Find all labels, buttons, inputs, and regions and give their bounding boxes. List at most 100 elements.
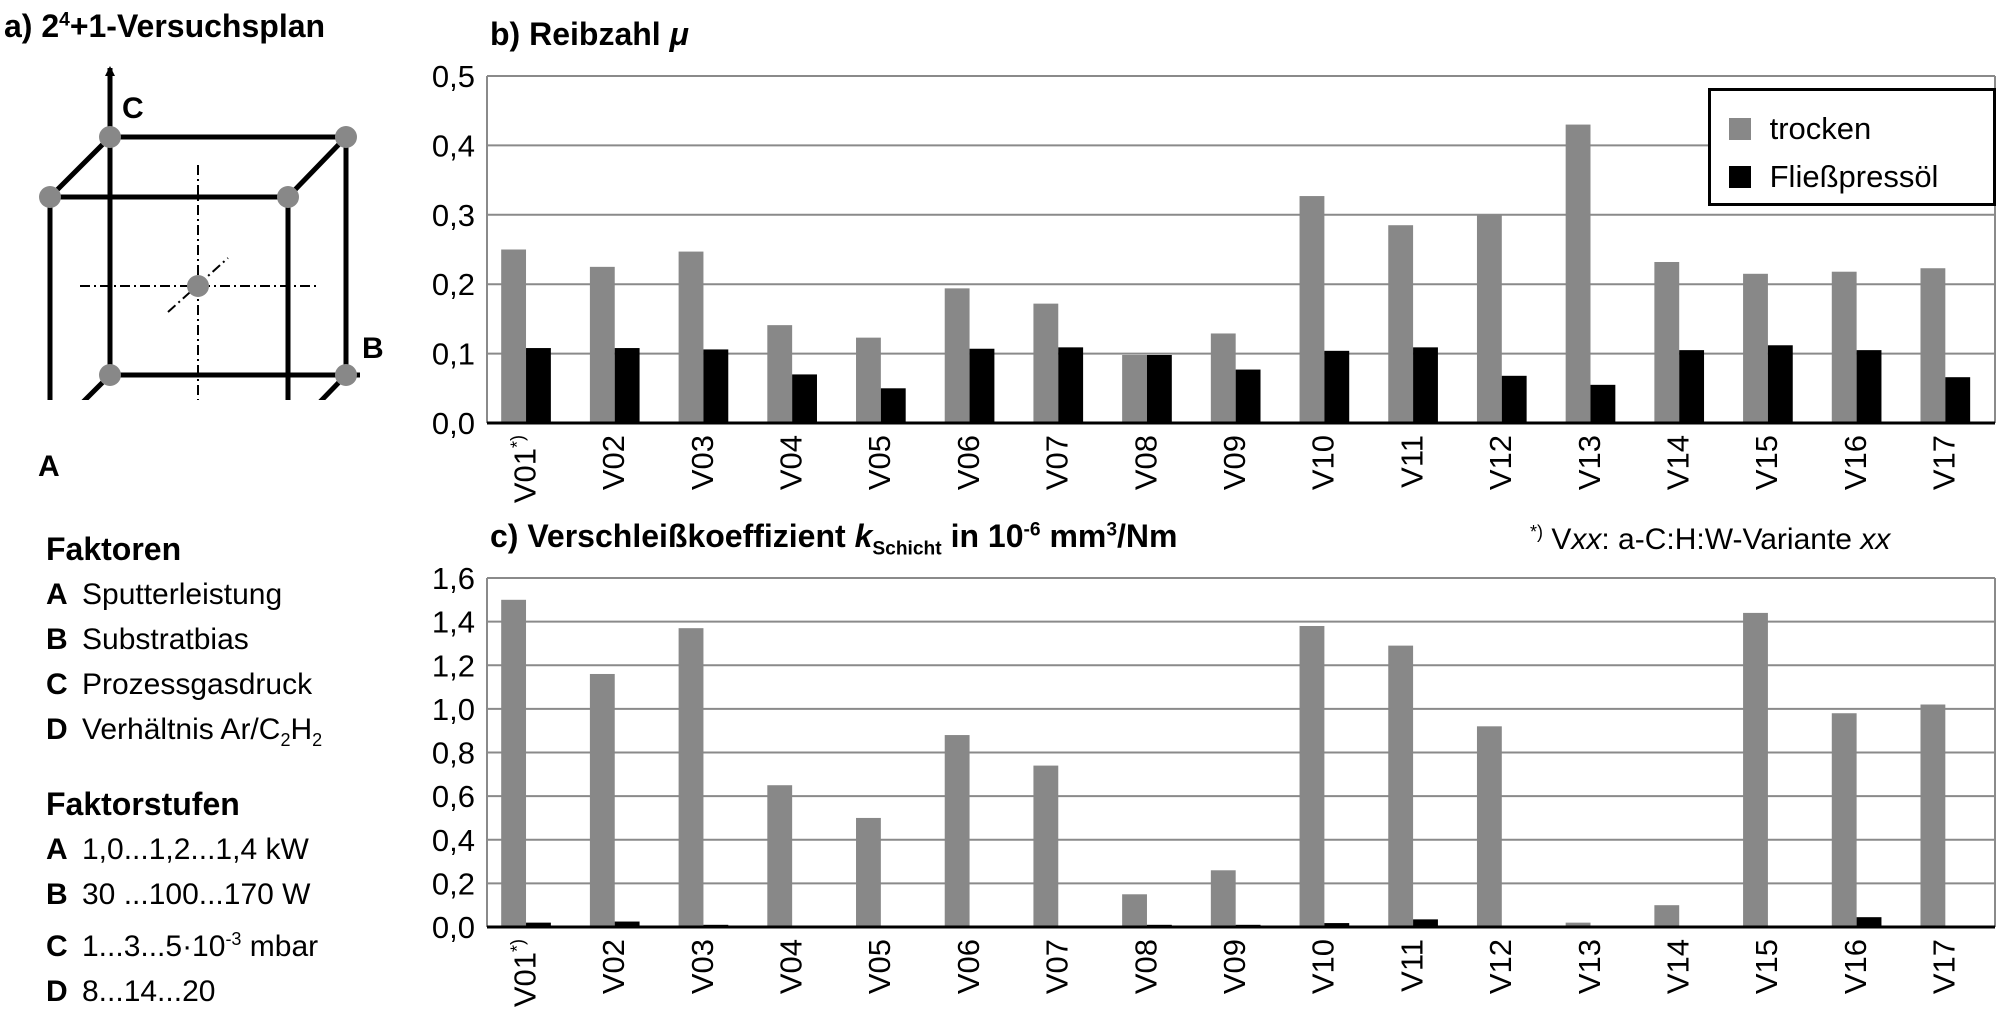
x-tick-label: V11 [1394, 435, 1429, 488]
bar-trocken [1299, 625, 1325, 927]
y-tick-label: 0,8 [432, 736, 475, 771]
x-tick-label: V08 [1128, 939, 1163, 994]
bar-trocken [678, 251, 704, 423]
x-tick-label: V01*) [507, 939, 542, 1007]
bar-fliesspressoel [1324, 923, 1350, 927]
panel-a-title: a) 24+1-Versuchsplan [4, 8, 326, 44]
bar-fliesspressoel [1324, 350, 1350, 423]
bar-fliesspressoel [526, 348, 551, 423]
bar-trocken [767, 325, 793, 423]
factor-item: D Verhältnis Ar/C2H2 [46, 713, 323, 750]
x-tick-label: V11 [1394, 939, 1429, 992]
bar-fliesspressoel [1413, 347, 1438, 423]
bar-trocken [1743, 612, 1768, 927]
cube-point [39, 186, 61, 208]
level-item: A 1,0...1,2...1,4 kW [46, 833, 309, 866]
bar-fliesspressoel [1235, 369, 1261, 423]
x-tick-label: V14 [1661, 939, 1696, 994]
bar-fliesspressoel [614, 921, 640, 927]
x-tick-label: V15 [1749, 939, 1784, 994]
bar-trocken [1033, 765, 1059, 927]
bar-trocken [1210, 870, 1236, 927]
y-tick-label: 0,5 [432, 59, 475, 94]
x-tick-label: V17 [1927, 939, 1962, 994]
x-tick-label: V10 [1306, 435, 1341, 490]
bar-fliesspressoel [703, 349, 729, 423]
x-tick-label: V02 [596, 435, 631, 490]
x-tick-label: V01*) [507, 435, 542, 503]
y-tick-label: 0,4 [432, 823, 475, 858]
y-tick-label: 0,1 [432, 337, 475, 372]
bar-trocken [1388, 645, 1414, 927]
bar-trocken [1299, 196, 1325, 423]
legend-swatch [1729, 165, 1751, 188]
bar-trocken [944, 288, 970, 423]
bar-trocken [501, 249, 527, 423]
y-tick-label: 0,6 [432, 779, 475, 814]
doe-cube-diagram [39, 66, 360, 400]
y-tick-label: 0,2 [432, 267, 475, 302]
bar-trocken [1743, 273, 1768, 423]
bar-trocken [1831, 271, 1857, 423]
bar-fliesspressoel [880, 388, 906, 423]
axis-b-label: B [362, 332, 384, 365]
x-tick-label: V16 [1838, 435, 1873, 490]
bar-trocken [501, 599, 527, 927]
footnote: *) Vxx: a-C:H:W-Variante xx [1530, 522, 1891, 556]
bar-trocken [678, 628, 704, 927]
chart-b-title: b) Reibzahl μ [490, 16, 689, 52]
x-tick-label: V14 [1661, 435, 1696, 490]
bar-trocken [1388, 225, 1414, 423]
bar-trocken [856, 817, 881, 927]
level-item: D 8...14...20 [46, 975, 216, 1008]
bar-fliesspressoel [1679, 350, 1705, 423]
factor-item: C Prozessgasdruck [46, 668, 313, 701]
bar-fliesspressoel [1590, 384, 1616, 423]
y-tick-label: 1,0 [432, 692, 475, 727]
x-tick-label: V07 [1040, 939, 1075, 994]
cube-point [99, 126, 121, 148]
x-tick-label: V08 [1128, 435, 1163, 490]
legend-label: trocken [1769, 110, 1872, 146]
x-tick-label: V06 [951, 939, 986, 994]
bar-fliesspressoel [1413, 919, 1438, 927]
bar-trocken [589, 673, 615, 927]
cube-point [277, 186, 299, 208]
x-tick-label: V16 [1838, 939, 1873, 994]
bar-trocken [1831, 713, 1857, 927]
x-tick-label: V10 [1306, 939, 1341, 994]
bar-trocken [1476, 726, 1502, 927]
bar-fliesspressoel [1501, 375, 1527, 423]
bar-fliesspressoel [1146, 354, 1172, 423]
legend-swatch [1729, 117, 1751, 140]
levels-list: Faktorstufen A 1,0...1,2...1,4 kW B 30 ...… [46, 782, 318, 1014]
bar-fliesspressoel [526, 922, 551, 927]
y-tick-label: 0,3 [432, 198, 475, 233]
chart-c-title: c) Verschleißkoeffizient kSchicht in 10-… [490, 518, 1178, 560]
factors-list: Faktoren A Sputterleistung B Substratbias … [46, 527, 322, 763]
x-tick-label: V13 [1572, 435, 1607, 490]
bar-trocken [589, 266, 615, 423]
cube-point [99, 364, 121, 386]
legend-item: Fließpressöl [1729, 157, 1938, 195]
y-tick-label: 0,2 [432, 866, 475, 901]
x-tick-label: V12 [1483, 435, 1518, 490]
bar-fliesspressoel [969, 348, 995, 423]
axis-a-label: A [38, 450, 60, 483]
bar-fliesspressoel [792, 374, 817, 423]
x-tick-label: V15 [1749, 435, 1784, 490]
y-tick-label: 0,0 [432, 406, 475, 441]
factor-item: A Sputterleistung [46, 578, 283, 611]
bar-trocken [767, 785, 793, 927]
y-tick-label: 1,6 [432, 561, 475, 596]
friction-chart: 0,0 0,1 0,2 0,3 0,4 0,5 V01*) V02 V03 V04 V05 V06 V0… [432, 59, 1996, 503]
factor-item: B Substratbias [46, 623, 249, 656]
x-tick-label: V05 [862, 435, 897, 490]
x-tick-label: V05 [862, 939, 897, 994]
x-tick-label: V09 [1217, 939, 1252, 994]
y-tick-label: 0,4 [432, 128, 475, 163]
x-tick-label: V13 [1572, 939, 1607, 994]
bar-fliesspressoel [614, 348, 640, 423]
y-tick-label: 0,0 [432, 910, 475, 945]
x-tick-label: V07 [1040, 435, 1075, 490]
